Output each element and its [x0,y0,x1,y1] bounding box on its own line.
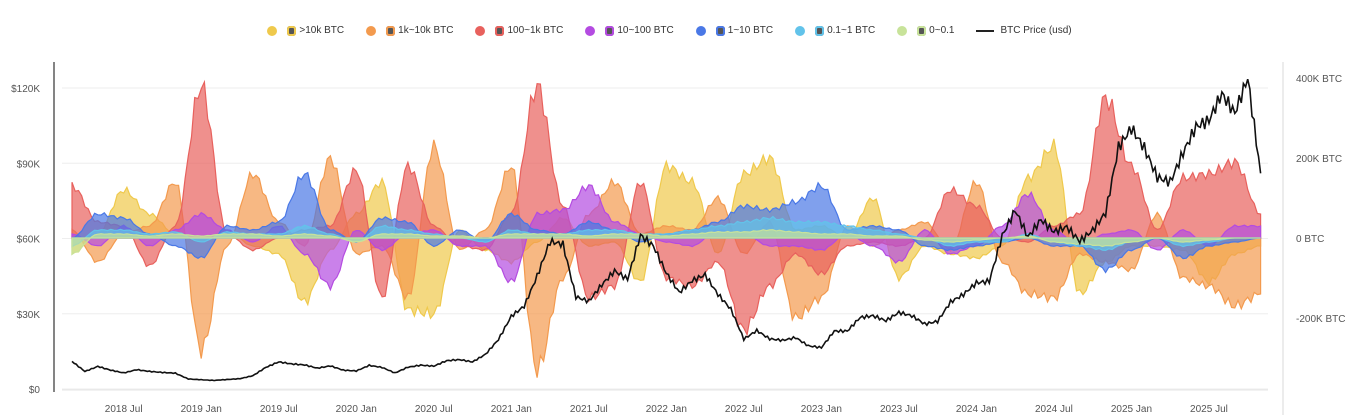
legend-label: >10k BTC [299,25,345,36]
legend-item[interactable]: >10k BTC [267,25,344,36]
whale-icon [287,25,297,36]
line-marker-icon [976,29,995,32]
right-tick-label: 0 BTC [1296,234,1324,245]
area-series-5 [71,215,1261,252]
legend-label: 0.1~1 BTC [827,25,876,36]
right-tick-label: 200K BTC [1296,154,1342,165]
right-tick-label: -200K BTC [1296,314,1345,325]
left-tick-label: $120K [11,84,40,95]
left-tick-label: $30K [17,310,41,321]
x-tick-label: 2020 Jan [336,404,377,415]
x-tick-label: 2021 Jan [491,404,532,415]
area-series-6 [71,229,1261,256]
legend-item[interactable]: 1k~10k BTC [366,25,453,36]
legend-dot-icon [795,25,806,36]
left-tick-label: $90K [17,159,41,170]
x-tick-label: 2025 Jul [1190,404,1228,415]
x-tick-label: 2022 Jan [646,404,687,415]
shark-icon [386,25,396,36]
x-tick-label: 2023 Jul [880,404,918,415]
legend-dot-icon [267,25,278,36]
x-tick-label: 2019 Jul [260,404,298,415]
right-tick-label: 400K BTC [1296,74,1342,85]
price-line-group [71,78,1262,382]
legend-label: 10~100 BTC [617,25,674,36]
legend-label: 1k~10k BTC [398,25,454,36]
legend-item[interactable]: BTC Price (usd) [976,25,1072,36]
btc-price-line [71,78,1262,382]
cohort-areas [71,79,1262,378]
legend-label: 1~10 BTC [727,25,774,36]
shrimp-icon [917,25,927,36]
legend-item[interactable]: 100~1k BTC [475,25,563,36]
axes: $0 $30K $60K $90K $120K -200K BTC 0 BTC 200K BT… [11,62,1345,415]
legend-label: BTC Price (usd) [1000,25,1072,36]
x-tick-label: 2024 Jul [1035,404,1073,415]
area-series-1 [71,139,1262,378]
x-tick-label: 2024 Jan [956,404,997,415]
legend-item[interactable]: 10~100 BTC [585,25,674,36]
legend-label: 0~0.1 [929,25,955,36]
x-tick-label: 2018 Jul [105,404,143,415]
x-tick-label: 2021 Jul [570,404,608,415]
chart-legend: >10k BTC 1k~10k BTC 100~1k BTC 10~100 BTC 1~… [0,25,1361,36]
legend-item[interactable]: 0.1~1 BTC [795,25,875,36]
fish-icon [605,25,615,36]
left-tick-label: $0 [29,385,41,396]
legend-dot-icon [585,25,596,36]
legend-label: 100~1k BTC [507,25,564,36]
legend-dot-icon [695,25,706,36]
x-tick-label: 2023 Jan [801,404,842,415]
legend-dot-icon [475,25,486,36]
dolphin-icon [495,25,505,36]
area-series-2 [71,79,1262,337]
x-tick-label: 2025 Jan [1111,404,1152,415]
x-tick-label: 2019 Jan [181,404,222,415]
x-tick-label: 2022 Jul [725,404,763,415]
legend-item[interactable]: 1~10 BTC [695,25,774,36]
x-tick-label: 2020 Jul [415,404,453,415]
legend-dot-icon [897,25,908,36]
left-tick-label: $60K [17,235,41,246]
crab-icon [715,25,725,36]
legend-dot-icon [366,25,377,36]
legend-item[interactable]: 0~0.1 [897,25,954,36]
octopus-icon [815,25,825,36]
